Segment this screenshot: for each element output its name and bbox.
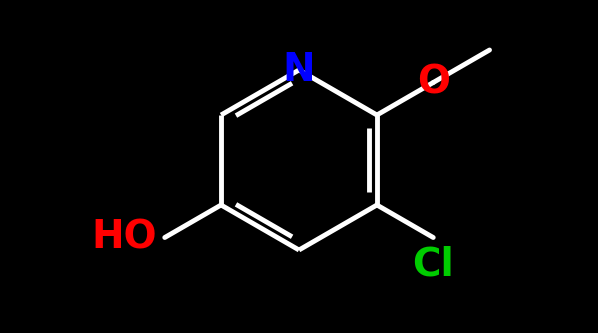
Text: Cl: Cl [413,245,454,283]
Text: O: O [417,64,450,102]
Text: HO: HO [91,218,157,256]
Text: N: N [283,51,315,89]
